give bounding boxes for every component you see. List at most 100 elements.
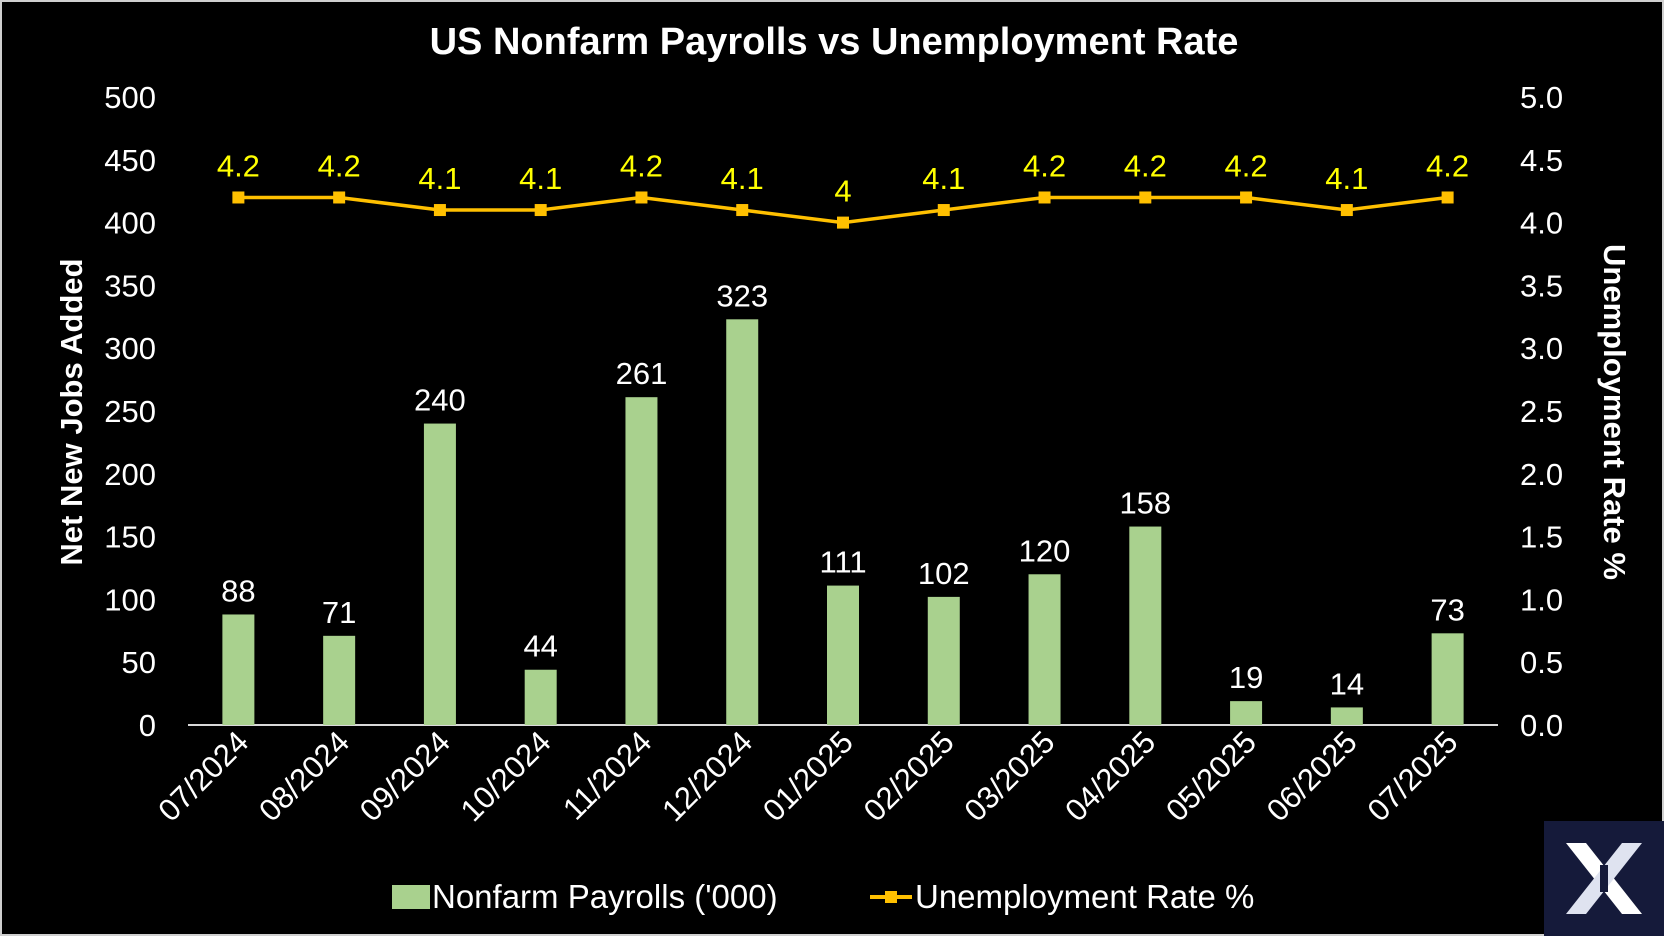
y-tick-label: 500 bbox=[104, 80, 156, 115]
bar-data-labels: 88 71 240 44 261 323 111 102 120 158 19 14 73 bbox=[221, 278, 1465, 701]
bar-data-label: 102 bbox=[918, 556, 970, 591]
x-tick-label: 12/2024 bbox=[655, 724, 759, 828]
bar bbox=[927, 596, 960, 725]
bar bbox=[1330, 707, 1363, 725]
line-data-label: 4.2 bbox=[318, 148, 361, 183]
bar-data-label: 19 bbox=[1229, 660, 1263, 695]
bar bbox=[423, 423, 456, 725]
y2-tick-label: 2.0 bbox=[1520, 457, 1563, 492]
line-data-label: 4.2 bbox=[1124, 148, 1167, 183]
line-data-label: 4.2 bbox=[1225, 148, 1268, 183]
bar bbox=[726, 319, 759, 725]
line-point bbox=[1139, 191, 1152, 204]
x-tick-label: 09/2024 bbox=[353, 724, 457, 828]
line-data-label: 4.2 bbox=[620, 148, 663, 183]
x-tick-label: 04/2025 bbox=[1058, 724, 1162, 828]
line-series bbox=[232, 191, 1454, 229]
x-tick-label: 02/2025 bbox=[857, 724, 961, 828]
x-tick-label: 07/2024 bbox=[151, 724, 255, 828]
y-tick-label: 350 bbox=[104, 268, 156, 303]
line-data-label: 4.1 bbox=[922, 161, 965, 196]
bar-series bbox=[222, 319, 1464, 725]
x-tick-label: 03/2025 bbox=[957, 724, 1061, 828]
y2-tick-label: 2.5 bbox=[1520, 394, 1563, 429]
line-point bbox=[837, 216, 849, 229]
line-point bbox=[1038, 191, 1051, 204]
legend-line-label: Unemployment Rate % bbox=[915, 878, 1254, 915]
legend-bar-swatch bbox=[392, 885, 430, 909]
bar-data-label: 14 bbox=[1330, 666, 1364, 701]
line-data-label: 4 bbox=[834, 174, 851, 209]
legend-bar-label: Nonfarm Payrolls ('000) bbox=[432, 878, 778, 915]
line-data-label: 4.2 bbox=[1426, 148, 1469, 183]
bar bbox=[827, 585, 859, 725]
y2-axis-title: Unemployment Rate % bbox=[1597, 244, 1632, 580]
bar bbox=[524, 669, 557, 725]
logo-badge bbox=[1544, 821, 1664, 936]
chart-title: US Nonfarm Payrolls vs Unemployment Rate bbox=[430, 21, 1239, 63]
line-point bbox=[1340, 204, 1353, 217]
y2-tick-label: 3.5 bbox=[1520, 268, 1563, 303]
x-axis-ticks: 07/202408/202409/202410/202411/202412/20… bbox=[151, 724, 1464, 828]
bar-data-label: 120 bbox=[1019, 533, 1071, 568]
line-point bbox=[736, 204, 749, 217]
bar-data-label: 261 bbox=[616, 356, 668, 391]
x-tick-label: 10/2024 bbox=[454, 724, 558, 828]
y2-tick-label: 0.0 bbox=[1520, 708, 1563, 743]
y2-tick-label: 3.0 bbox=[1520, 331, 1563, 366]
x-tick-label: 06/2025 bbox=[1260, 724, 1364, 828]
bar bbox=[1230, 701, 1263, 725]
line-point bbox=[232, 191, 245, 204]
y-tick-label: 450 bbox=[104, 143, 156, 178]
bar bbox=[1028, 574, 1061, 725]
bar-data-label: 240 bbox=[414, 383, 466, 418]
y2-tick-label: 4.0 bbox=[1520, 206, 1563, 241]
line-data-label: 4.1 bbox=[418, 161, 461, 196]
x-tick-label: 08/2024 bbox=[252, 724, 356, 828]
line-point bbox=[635, 191, 648, 204]
line-point bbox=[1240, 191, 1253, 204]
y-tick-label: 250 bbox=[104, 394, 156, 429]
x-logo-icon bbox=[1566, 843, 1642, 914]
y-tick-label: 100 bbox=[104, 582, 156, 617]
bar-data-label: 323 bbox=[716, 278, 768, 313]
legend: Nonfarm Payrolls ('000) Unemployment Rat… bbox=[392, 878, 1254, 915]
y2-tick-label: 1.5 bbox=[1520, 520, 1563, 555]
y-tick-label: 50 bbox=[122, 645, 156, 680]
line-data-labels: 4.2 4.2 4.1 4.1 4.2 4.1 4 4.1 4.2 4.2 4.2 4.1 4.2 bbox=[217, 148, 1469, 208]
bar bbox=[323, 635, 356, 725]
x-tick-label: 05/2025 bbox=[1159, 724, 1263, 828]
y2-tick-label: 1.0 bbox=[1520, 582, 1563, 617]
bar bbox=[222, 614, 255, 725]
y-tick-label: 300 bbox=[104, 331, 156, 366]
x-tick-label: 01/2025 bbox=[756, 724, 860, 828]
bar-data-label: 71 bbox=[322, 595, 356, 630]
x-tick-label: 11/2024 bbox=[556, 724, 658, 826]
y2-tick-label: 0.5 bbox=[1520, 645, 1563, 680]
line-data-label: 4.1 bbox=[1325, 161, 1368, 196]
x-tick-label: 07/2025 bbox=[1361, 724, 1465, 828]
y-tick-label: 0 bbox=[139, 708, 156, 743]
bar bbox=[1129, 526, 1162, 725]
legend-line-marker bbox=[885, 891, 897, 903]
y-tick-label: 150 bbox=[104, 520, 156, 555]
bar-data-label: 111 bbox=[819, 545, 866, 580]
y2-axis-ticks: 0.0 0.5 1.0 1.5 2.0 2.5 3.0 3.5 4.0 4.5 5.0 bbox=[1520, 80, 1563, 743]
y2-tick-label: 5.0 bbox=[1520, 80, 1563, 115]
y-axis-title: Net New Jobs Added bbox=[54, 258, 89, 565]
bar-data-label: 73 bbox=[1430, 592, 1464, 627]
line-point bbox=[333, 191, 346, 204]
line-data-label: 4.2 bbox=[217, 148, 260, 183]
bar-data-label: 158 bbox=[1119, 486, 1171, 521]
y-tick-label: 200 bbox=[104, 457, 156, 492]
line-point bbox=[1441, 191, 1454, 204]
y-tick-label: 400 bbox=[104, 206, 156, 241]
bar bbox=[625, 397, 658, 725]
line-data-label: 4.1 bbox=[721, 161, 764, 196]
y-axis-ticks: 0 50 100 150 200 250 300 350 400 450 500 bbox=[104, 80, 156, 743]
bar-data-label: 88 bbox=[221, 573, 255, 608]
line-data-label: 4.1 bbox=[519, 161, 562, 196]
bar-data-label: 44 bbox=[523, 629, 557, 664]
